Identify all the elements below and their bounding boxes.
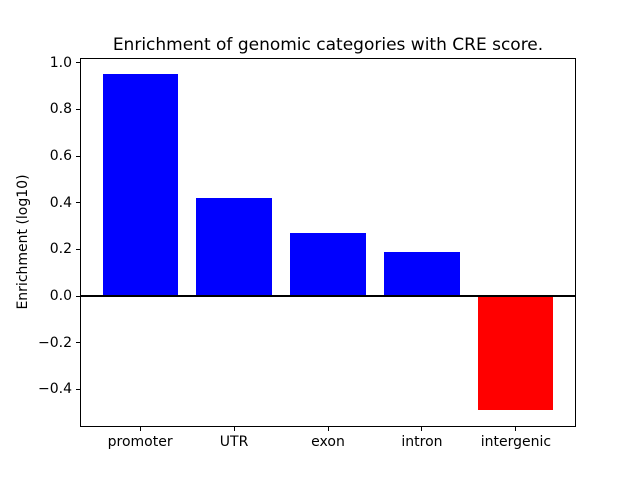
bar-exon — [290, 233, 366, 297]
bar-UTR — [196, 198, 272, 297]
y-tick-label: 0.8 — [49, 101, 72, 118]
y-tick-mark — [76, 342, 80, 344]
y-tick-mark — [76, 108, 80, 110]
bar-intergenic — [478, 296, 554, 411]
x-tick-mark — [233, 427, 235, 432]
y-tick-label: 0.0 — [49, 288, 72, 305]
y-tick-mark — [76, 155, 80, 157]
chart-title: Enrichment of genomic categories with CR… — [112, 35, 544, 55]
x-tick-mark — [327, 427, 329, 432]
y-tick-mark — [76, 248, 80, 250]
y-tick-mark — [76, 202, 80, 204]
y-tick-label: 1.0 — [49, 54, 72, 71]
x-tick-label-intergenic: intergenic — [480, 434, 552, 451]
x-tick-mark — [515, 427, 517, 432]
zero-line — [80, 295, 576, 298]
x-tick-label-UTR: UTR — [219, 434, 249, 451]
x-tick-mark — [139, 427, 141, 432]
y-tick-label: −0.2 — [38, 334, 72, 351]
y-tick-mark — [76, 295, 80, 297]
y-tick-mark — [76, 388, 80, 390]
x-tick-label-exon: exon — [311, 434, 345, 451]
y-tick-label: 0.4 — [49, 194, 72, 211]
y-tick-label: 0.2 — [49, 241, 72, 258]
bar-intron — [384, 251, 460, 297]
bar-promoter — [102, 74, 178, 297]
x-tick-label-promoter: promoter — [107, 434, 173, 451]
y-tick-label: −0.4 — [38, 381, 72, 398]
y-tick-label: 0.6 — [49, 148, 72, 165]
x-tick-mark — [421, 427, 423, 432]
x-tick-label-intron: intron — [401, 434, 443, 451]
y-tick-mark — [76, 62, 80, 64]
